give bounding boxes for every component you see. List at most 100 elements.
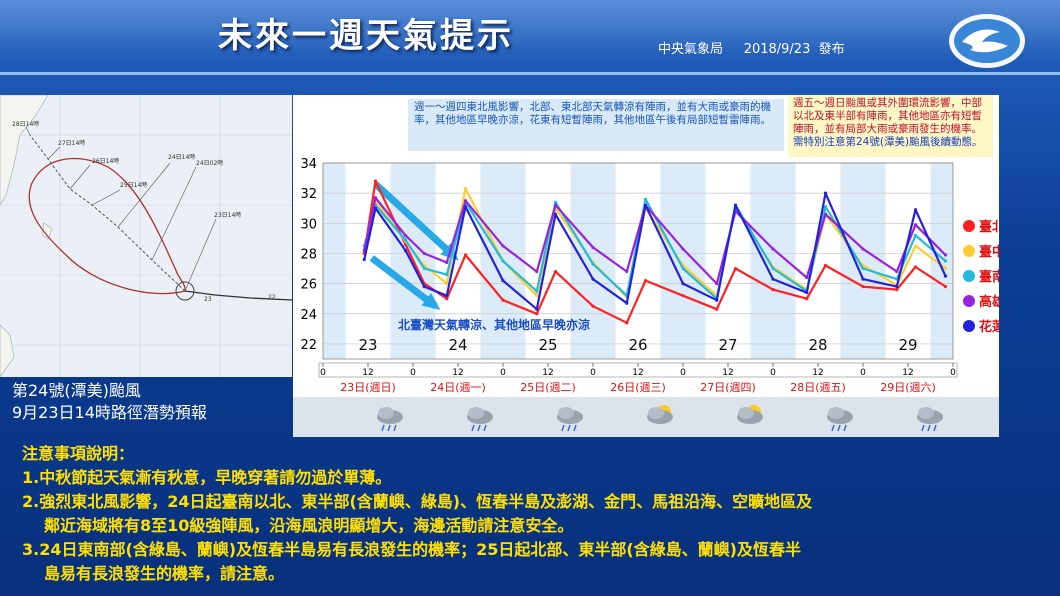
track-label-23-14: 23日14時 xyxy=(214,211,241,219)
rain-drop xyxy=(381,424,385,432)
rain-drop xyxy=(477,424,481,432)
x-tick-label: 12 xyxy=(632,368,643,378)
cloud-shape xyxy=(558,407,574,419)
series-point xyxy=(943,266,948,271)
series-point xyxy=(771,277,775,281)
series-point xyxy=(681,294,685,298)
series-point xyxy=(861,266,865,271)
series-point xyxy=(445,294,449,298)
series-point xyxy=(643,203,648,207)
day-label: 25日(週二) xyxy=(520,381,576,394)
note-weekday: 週一～週四東北風影響，北部、東北部天氣轉涼有陣雨，並有大雨或豪雨的機率，其他地區… xyxy=(408,99,784,151)
precautions-heading: 注意事項說明： xyxy=(22,444,135,463)
series-point xyxy=(445,297,449,301)
series-point xyxy=(591,304,595,308)
rain-drop xyxy=(921,424,925,432)
x-tick-label: 12 xyxy=(452,368,463,378)
cloud-rain-icon xyxy=(827,407,853,432)
day-band xyxy=(525,163,571,359)
trend-arrowhead xyxy=(421,292,441,310)
series-point xyxy=(422,251,426,256)
day-label: 28日(週五) xyxy=(790,381,846,394)
typhoon-caption: 第24號(潭美)颱風 9月23日14時路徑潛勢預報 xyxy=(12,380,207,424)
day-label: 29日(週六) xyxy=(880,381,936,394)
cloud-rain-icon xyxy=(917,407,943,432)
series-point xyxy=(861,277,865,281)
trend-arrow xyxy=(369,255,438,310)
temperature-chart: 22 24 26 28 30 32 34 0 12 0 12 0 12 0 12 0 12 0 12 0 12 0 23 24… xyxy=(293,157,1005,437)
track-label-25: 25日14時 xyxy=(120,181,147,189)
track-label-24-14: 24日14時 xyxy=(168,153,195,161)
series-point xyxy=(501,259,505,263)
series-point xyxy=(771,266,775,271)
series-point xyxy=(373,196,378,200)
series-point xyxy=(805,291,809,295)
series-point xyxy=(913,223,918,227)
x-tick-label: 0 xyxy=(770,368,776,378)
precaution-item-1: 1.中秋節起天氣漸有秋意，早晚穿著請勿過於單薄。 xyxy=(22,468,392,487)
series-point xyxy=(913,208,918,212)
series-point xyxy=(943,253,948,257)
precaution-item-3b: 島易有長浪發生的機率，請注意。 xyxy=(44,564,285,583)
series-point xyxy=(823,205,828,209)
series-point xyxy=(373,206,378,210)
cloud-shape xyxy=(828,407,844,419)
series-line xyxy=(363,192,947,311)
precaution-item-2a: 2.強烈東北風影響，24日起臺南以北、東半部(含蘭嶼、綠島)、恆春半島及澎湖、金… xyxy=(22,492,813,511)
x-tick-label: 12 xyxy=(362,368,373,378)
series-point xyxy=(591,245,595,250)
y-tick-label: 34 xyxy=(300,157,317,172)
series-point xyxy=(463,253,468,257)
series-point xyxy=(643,197,648,201)
legend-marker xyxy=(963,220,975,232)
rain-drop xyxy=(471,424,475,432)
day-number-label: 27 xyxy=(718,336,737,354)
series-point xyxy=(733,266,738,271)
series-point xyxy=(771,247,775,251)
series-point xyxy=(535,269,539,274)
legend-label: 臺北 xyxy=(979,219,999,235)
partly-sunny-icon xyxy=(737,405,763,424)
series-point xyxy=(422,285,426,289)
x-tick-label: 0 xyxy=(860,368,866,378)
series-point xyxy=(591,262,595,266)
partly-sunny-icon xyxy=(647,405,673,424)
series-point xyxy=(943,285,948,289)
trend-arrow xyxy=(373,181,457,260)
x-tick-label: 12 xyxy=(902,368,913,378)
series-point xyxy=(681,266,685,271)
day-band xyxy=(795,163,841,359)
track-label-24-02: 24日02時 xyxy=(196,159,223,167)
note-weekend-main: 週五～週日颱風或其外圍環流影響，中部以北及東半部有陣雨，其他地區亦有短暫陣雨，並… xyxy=(793,97,982,135)
series-point xyxy=(681,282,685,286)
series-point xyxy=(913,265,918,269)
track-label-28: 28日14時 xyxy=(12,120,39,128)
series-point xyxy=(463,199,468,203)
day-band xyxy=(615,163,661,359)
series-point xyxy=(501,279,505,283)
series-point xyxy=(591,277,595,281)
current-label-23: 23 xyxy=(204,296,212,303)
cloud-shape xyxy=(738,407,754,419)
series-point xyxy=(445,272,449,277)
series-point xyxy=(895,269,899,274)
day-band xyxy=(705,163,751,359)
day-number-label: 24 xyxy=(448,336,467,354)
series-point xyxy=(553,203,558,207)
rain-drop xyxy=(843,424,847,432)
precaution-item-2b: 鄰近海域將有8至10級強陣風，沿海風浪明顯增大，海邊活動請注意安全。 xyxy=(44,516,574,535)
series-point xyxy=(771,288,775,292)
series-point xyxy=(715,307,719,311)
rain-icon xyxy=(377,407,403,432)
day-number-label: 25 xyxy=(538,336,557,354)
rain-drop xyxy=(831,424,835,432)
day-number-label: 28 xyxy=(808,336,827,354)
y-tick-label: 30 xyxy=(300,217,317,232)
series-point xyxy=(535,289,539,293)
rain-drop xyxy=(393,424,397,432)
precautions: 注意事項說明： 1.中秋節起天氣漸有秋意，早晚穿著請勿過於單薄。 2.強烈東北風… xyxy=(22,442,1052,586)
legend-label: 臺中 xyxy=(979,244,999,260)
series-point xyxy=(823,191,828,195)
x-tick-label: 0 xyxy=(590,368,596,378)
day-number-label: 29 xyxy=(898,336,917,354)
